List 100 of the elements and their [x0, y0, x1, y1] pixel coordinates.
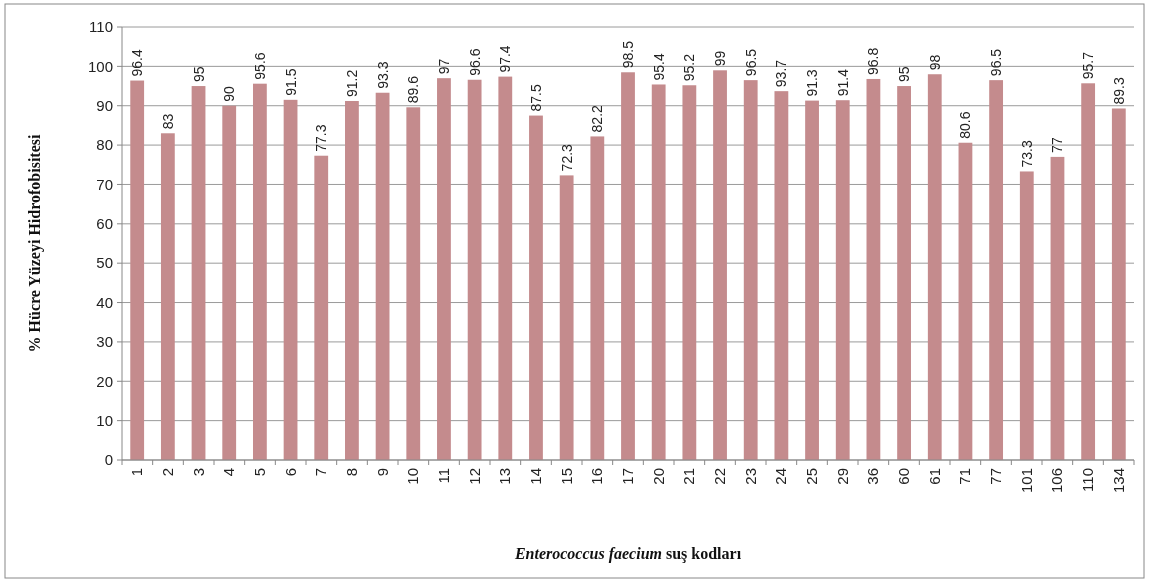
bar — [866, 78, 881, 460]
data-label: 96.5 — [742, 48, 759, 77]
y-tick-label: 100 — [87, 57, 113, 75]
x-tick-label: 21 — [680, 468, 698, 485]
data-label: 97.4 — [497, 45, 514, 73]
x-tick-label: 24 — [772, 468, 790, 485]
x-tick-label: 71 — [956, 468, 974, 485]
bar — [805, 100, 819, 460]
x-tick-label: 1 — [128, 468, 146, 477]
y-tick-label: 80 — [96, 136, 113, 154]
bar — [559, 175, 574, 460]
x-tick-label: 6 — [281, 468, 299, 477]
bar — [375, 92, 390, 460]
x-tick-label: 9 — [373, 468, 391, 477]
bar — [222, 105, 237, 460]
data-label: 93.7 — [773, 59, 790, 88]
x-tick-label: 106 — [1048, 468, 1066, 494]
data-label: 91.2 — [343, 69, 360, 97]
data-label: 95 — [896, 66, 913, 83]
bar — [283, 99, 298, 460]
bar — [191, 86, 206, 460]
y-tick-label: 70 — [96, 175, 113, 193]
x-tick-label: 8 — [342, 468, 360, 477]
x-tick-label: 61 — [925, 468, 943, 485]
data-label: 95.4 — [650, 53, 667, 81]
bar — [314, 155, 329, 460]
bar — [406, 107, 421, 460]
data-label: 97 — [435, 58, 452, 75]
y-tick-label: 110 — [89, 18, 113, 36]
bar — [1019, 171, 1034, 460]
bar — [651, 84, 666, 460]
y-tick-label: 20 — [96, 372, 113, 390]
bar — [1111, 108, 1126, 460]
data-label: 96.6 — [466, 48, 483, 76]
x-tick-label: 134 — [1109, 468, 1127, 494]
x-tick-label: 4 — [220, 468, 238, 477]
data-label: 96.8 — [865, 47, 882, 75]
bar — [621, 72, 635, 460]
data-label: 87.5 — [527, 84, 544, 112]
x-tick-label: 14 — [526, 468, 544, 485]
data-label: 82.2 — [589, 104, 606, 133]
data-label: 91.5 — [282, 68, 299, 96]
y-tick-label: 10 — [96, 411, 113, 429]
x-tick-label: 29 — [833, 468, 851, 485]
bar — [1050, 156, 1065, 460]
bar — [713, 70, 727, 460]
x-tick-label: 23 — [741, 468, 759, 485]
x-tick-label: 7 — [312, 468, 330, 477]
x-tick-label: 60 — [895, 468, 913, 485]
data-label: 95.2 — [681, 53, 698, 82]
data-label: 89.6 — [405, 75, 422, 104]
data-label: 73.3 — [1018, 140, 1035, 168]
bar — [989, 80, 1004, 460]
data-label: 95 — [190, 66, 207, 83]
bar — [1081, 83, 1096, 460]
bar — [927, 74, 942, 460]
bar — [498, 76, 513, 460]
bar — [160, 133, 175, 460]
data-label: 90 — [221, 85, 238, 102]
bar — [835, 100, 850, 460]
data-label: 95.7 — [1080, 51, 1097, 80]
x-tick-label: 110 — [1079, 468, 1097, 492]
x-tick-label: 17 — [619, 468, 636, 485]
x-tick-label: 25 — [803, 468, 821, 485]
data-label: 95.6 — [251, 52, 268, 80]
bar — [252, 83, 267, 460]
x-tick-label: 101 — [1017, 468, 1035, 494]
data-label: 98.5 — [620, 40, 636, 69]
y-tick-label: 90 — [96, 96, 113, 114]
bar — [467, 79, 482, 460]
x-tick-label: 5 — [250, 468, 268, 477]
data-label: 91.3 — [804, 69, 821, 97]
x-tick-label: 36 — [864, 468, 882, 485]
data-label: 77.3 — [313, 124, 330, 152]
x-tick-label: 10 — [404, 468, 422, 485]
x-tick-label: 3 — [189, 468, 207, 477]
x-tick-label: 20 — [649, 468, 667, 485]
x-tick-label: 15 — [557, 468, 575, 485]
data-label: 80.6 — [957, 111, 974, 139]
bar — [774, 91, 789, 460]
bar — [743, 80, 758, 460]
bar — [590, 136, 605, 460]
x-tick-label: 11 — [434, 468, 452, 484]
y-tick-label: 0 — [104, 451, 113, 469]
x-tick-label: 22 — [711, 468, 729, 485]
x-tick-label: 12 — [465, 468, 483, 485]
data-label: 98 — [926, 54, 943, 71]
y-tick-label: 50 — [96, 254, 113, 272]
x-tick-label: 2 — [158, 468, 176, 477]
data-label: 89.3 — [1110, 77, 1127, 105]
data-label: 77 — [1049, 137, 1066, 153]
bar — [437, 78, 451, 460]
y-tick-label: 40 — [96, 293, 113, 311]
x-axis-title: Enterococcus faecium suş kodları — [513, 545, 742, 563]
y-tick-label: 60 — [96, 215, 113, 233]
data-label: 83 — [159, 113, 176, 130]
bar — [529, 115, 543, 460]
bar — [958, 142, 973, 460]
data-label: 96.5 — [988, 48, 1005, 77]
y-axis-title: % Hücre Yüzeyi Hidrofobisitesi — [26, 133, 44, 353]
